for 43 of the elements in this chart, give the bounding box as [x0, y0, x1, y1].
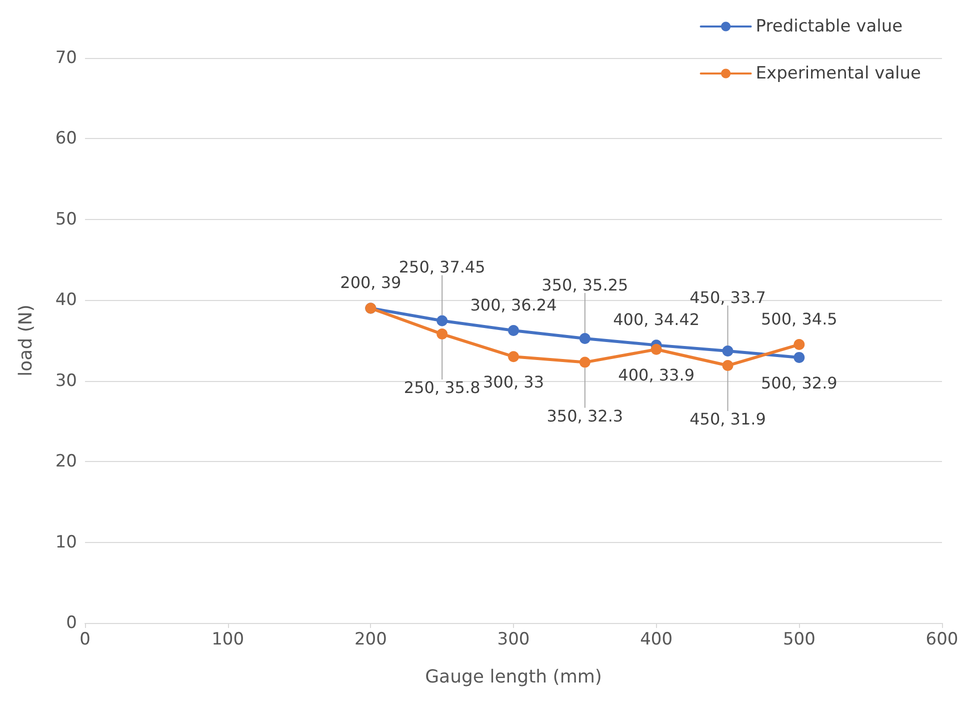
point [794, 352, 805, 363]
point [650, 344, 662, 355]
y-tick-label: 40 [55, 290, 77, 310]
data-label: 500, 34.5 [760, 310, 838, 329]
data-label: 450, 33.7 [690, 288, 766, 307]
y-tick-label: 30 [55, 370, 77, 391]
data-label: 300, 33 [482, 372, 544, 392]
point [722, 360, 734, 372]
data-label: 450, 31.9 [690, 410, 766, 429]
x-tick-label: 400 [640, 630, 673, 650]
data-label: 500, 32.9 [760, 373, 838, 392]
data-label: 400, 33.9 [618, 365, 695, 384]
x-tick-label: 100 [212, 630, 244, 650]
y-axis-title: load (N) [16, 304, 36, 376]
x-tick-label: 600 [926, 630, 958, 650]
y-tick-label: 70 [55, 48, 77, 68]
point [436, 315, 448, 326]
x-tick-label: 0 [80, 630, 90, 650]
y-tick-label: 50 [55, 209, 77, 230]
data-label: 350, 32.3 [546, 406, 624, 426]
data-label: 250, 37.45 [398, 258, 486, 277]
point [722, 345, 734, 356]
x-tick-label: 300 [497, 630, 530, 650]
point [436, 328, 448, 340]
point [508, 351, 519, 362]
y-tick-label: 60 [55, 128, 77, 149]
data-label: 250, 35.8 [404, 378, 480, 398]
legend-label: Predictable value [756, 16, 903, 36]
y-tick-label: 10 [55, 532, 77, 552]
x-tick-label: 500 [782, 630, 816, 650]
data-label: 200, 39 [340, 273, 402, 292]
point [579, 332, 590, 344]
point [508, 324, 519, 336]
data-label: 300, 36.24 [470, 295, 557, 314]
point [794, 339, 805, 350]
y-tick-label: 0 [66, 613, 77, 633]
data-label: 400, 34.42 [613, 310, 700, 330]
x-axis-title: Gauge length (mm) [425, 666, 602, 688]
x-tick-label: 200 [354, 630, 387, 650]
y-tick-label: 20 [55, 452, 77, 472]
data-label: 350, 35.25 [542, 275, 628, 294]
legend-label: Experimental value [756, 64, 921, 84]
point [579, 356, 590, 368]
